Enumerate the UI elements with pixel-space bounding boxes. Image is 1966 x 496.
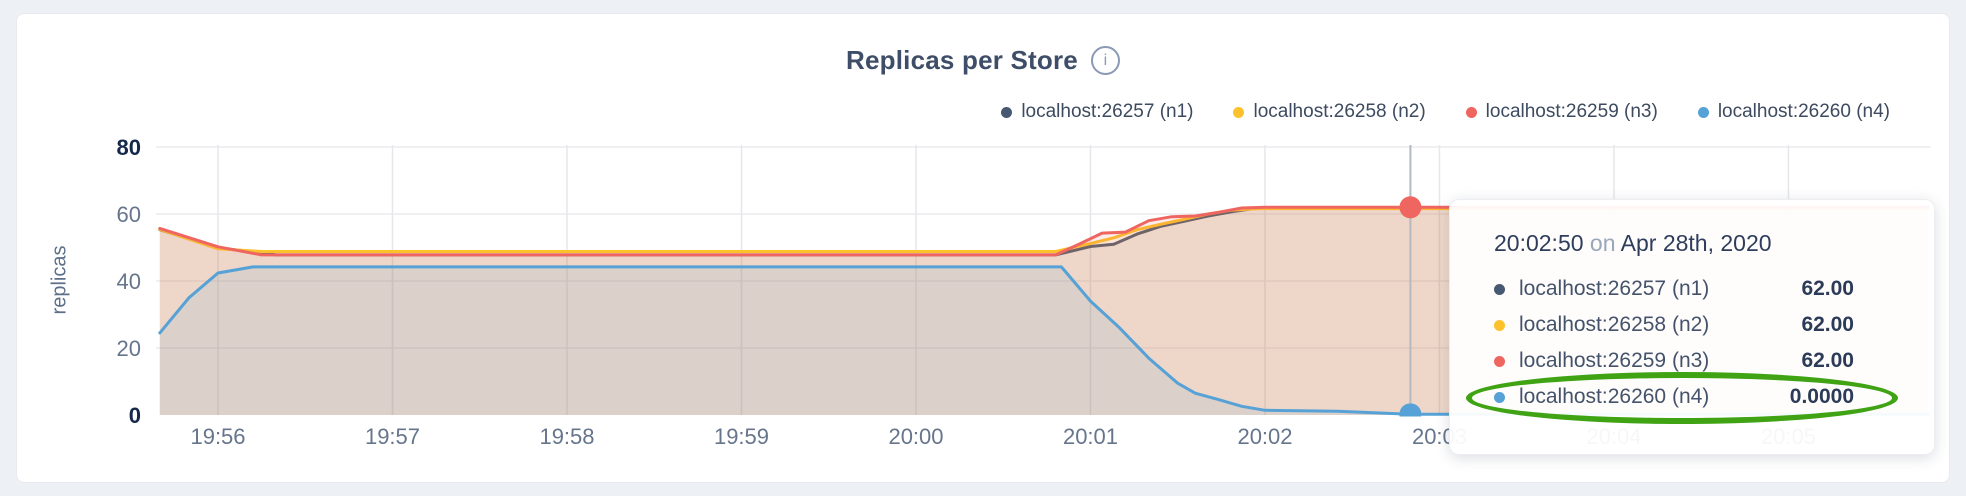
tooltip-rows: localhost:26257 (n1) 62.00 localhost:26258… bbox=[1494, 271, 1934, 415]
info-icon[interactable]: i bbox=[1090, 46, 1120, 75]
y-axis-tick-label: 40 bbox=[117, 269, 141, 294]
tooltip-series-value: 62.00 bbox=[1801, 313, 1854, 336]
tooltip-series-value: 62.00 bbox=[1801, 349, 1854, 372]
tooltip-series-row: localhost:26259 (n3) 62.00 bbox=[1494, 343, 1854, 379]
chart-header: Replicas per Store i bbox=[0, 45, 1966, 76]
tooltip-color-dot bbox=[1494, 283, 1505, 295]
legend-item[interactable]: localhost:26257 (n1) bbox=[1001, 101, 1193, 123]
series-line bbox=[158, 205, 1930, 257]
legend-color-dot bbox=[1465, 106, 1477, 118]
legend-item[interactable]: localhost:26259 (n3) bbox=[1465, 101, 1658, 123]
legend-color-dot bbox=[1001, 106, 1013, 118]
tooltip-color-dot bbox=[1494, 319, 1505, 331]
tooltip-series-value: 62.00 bbox=[1801, 277, 1854, 300]
tooltip-series-name: localhost:26259 (n3) bbox=[1519, 349, 1710, 372]
x-axis-tick-label: 20:01 bbox=[1063, 424, 1118, 449]
tooltip-color-dot bbox=[1494, 391, 1505, 403]
chart-legend: localhost:26257 (n1) localhost:26258 (n2)… bbox=[1001, 101, 1890, 123]
y-axis-tick-label: 0 bbox=[129, 403, 141, 428]
x-axis-tick-label: 19:56 bbox=[190, 424, 245, 449]
y-axis-title: replicas bbox=[48, 245, 71, 315]
tooltip-series-value: 0.0000 bbox=[1789, 385, 1854, 408]
tooltip-color-dot bbox=[1494, 355, 1505, 367]
x-axis-tick-label: 20:00 bbox=[888, 424, 943, 449]
legend-color-dot bbox=[1233, 106, 1245, 118]
series-line bbox=[158, 265, 1930, 416]
area-fill bbox=[159, 266, 1929, 415]
legend-item[interactable]: localhost:26260 (n4) bbox=[1697, 101, 1890, 123]
legend-item-label: localhost:26259 (n3) bbox=[1485, 101, 1658, 122]
tooltip-timestamp: 20:02:50 on Apr 28th, 2020 bbox=[1494, 230, 1934, 257]
tooltip-series-row: localhost:26258 (n2) 62.00 bbox=[1494, 307, 1854, 343]
x-axis-tick-label: 19:59 bbox=[714, 424, 769, 449]
y-axis-tick-label: 60 bbox=[117, 202, 141, 227]
tooltip-series-row: localhost:26257 (n1) 62.00 bbox=[1494, 271, 1854, 307]
tooltip-conjunction: on bbox=[1589, 230, 1616, 256]
tooltip-series-row-highlighted: localhost:26260 (n4) 0.0000 bbox=[1494, 379, 1854, 415]
x-axis-tick-label: 19:58 bbox=[539, 424, 594, 449]
y-axis-tick-label: 80 bbox=[117, 135, 141, 160]
tooltip-series-name: localhost:26260 (n4) bbox=[1519, 385, 1710, 408]
hover-tooltip: 20:02:50 on Apr 28th, 2020 localhost:262… bbox=[1449, 199, 1935, 455]
tooltip-date: Apr 28th, 2020 bbox=[1620, 230, 1772, 256]
hover-point-marker bbox=[1399, 196, 1422, 219]
legend-color-dot bbox=[1697, 106, 1709, 118]
y-axis-tick-label: 20 bbox=[117, 336, 141, 361]
legend-item-label: localhost:26260 (n4) bbox=[1717, 101, 1890, 122]
x-axis-tick-label: 20:02 bbox=[1237, 424, 1292, 449]
tooltip-series-name: localhost:26257 (n1) bbox=[1519, 277, 1710, 300]
legend-item-label: localhost:26258 (n2) bbox=[1253, 101, 1426, 122]
legend-item-label: localhost:26257 (n1) bbox=[1021, 101, 1194, 122]
tooltip-time: 20:02:50 bbox=[1494, 230, 1584, 256]
hover-point-marker bbox=[1399, 403, 1422, 417]
legend-item[interactable]: localhost:26258 (n2) bbox=[1233, 101, 1426, 123]
x-axis-tick-label: 19:57 bbox=[365, 424, 420, 449]
chart-title: Replicas per Store bbox=[846, 45, 1078, 75]
tooltip-series-name: localhost:26258 (n2) bbox=[1519, 313, 1710, 336]
